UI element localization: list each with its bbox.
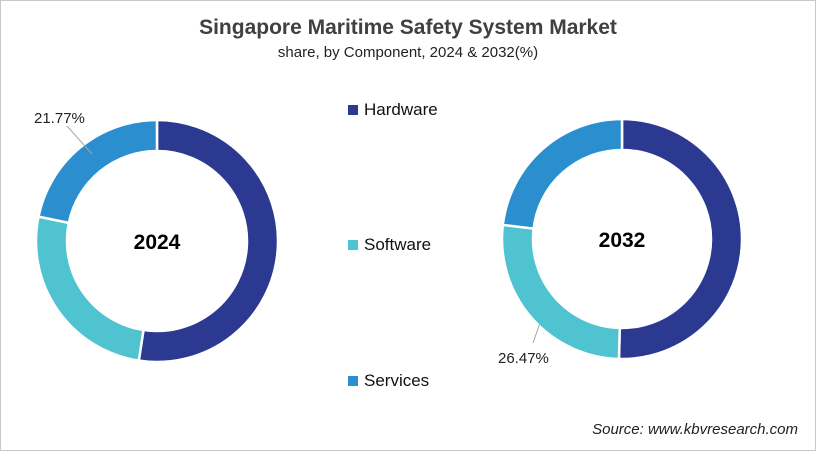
donut-2024-leader-line — [66, 125, 93, 155]
donut-2024-data-label: 21.77% — [34, 110, 85, 127]
legend-label-hardware: Hardware — [364, 100, 438, 119]
donut-2024-slice-services — [37, 118, 159, 225]
donut-2024-slice-hardware — [137, 118, 280, 364]
source-note: Source: www.kbvresearch.com — [592, 421, 798, 438]
legend-item-services: Services — [348, 371, 429, 391]
donut-2032-data-label: 26.47% — [498, 350, 549, 367]
donut-2024-center-label: 2024 — [134, 231, 181, 254]
donut-2032-center-label: 2032 — [599, 229, 646, 252]
donut-2032-slice-hardware — [617, 117, 744, 361]
legend-item-software: Software — [348, 235, 431, 255]
legend-swatch-services — [348, 376, 358, 386]
legend-label-services: Services — [364, 371, 430, 390]
donut-2032-leader-line — [532, 322, 541, 344]
donut-2032 — [500, 117, 744, 361]
donut-2024 — [34, 118, 280, 364]
donut-2024-slice-software — [34, 215, 145, 363]
legend-swatch-software — [348, 240, 358, 250]
legend-item-hardware: Hardware — [348, 100, 438, 120]
legend-label-software: Software — [364, 235, 432, 254]
chart-title: Singapore Maritime Safety System Market — [199, 16, 617, 39]
donut-2032-slice-services — [501, 117, 624, 230]
legend-swatch-hardware — [348, 105, 358, 115]
chart-subtitle: share, by Component, 2024 & 2032(%) — [277, 44, 539, 61]
